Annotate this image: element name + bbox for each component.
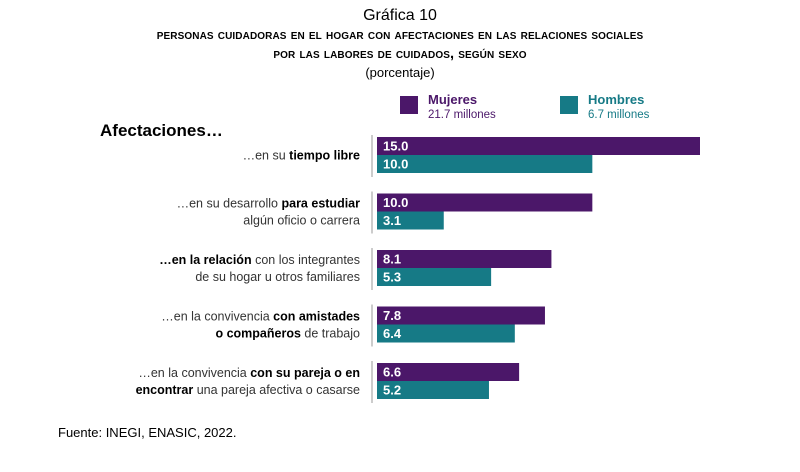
- category-label-run: …en su desarrollo: [177, 197, 282, 211]
- category-label-1-line-0: …en su desarrollo para estudiar: [177, 197, 361, 211]
- category-label-run: con los integrantes: [252, 253, 360, 267]
- data-label-women-1: 10.0: [383, 195, 408, 210]
- category-label-run: de trabajo: [301, 327, 360, 341]
- legend-label-women: Mujeres: [428, 92, 478, 107]
- category-label-4-line-0: …en la convivencia con su pareja o en: [138, 366, 360, 380]
- bar-women-2: [377, 250, 552, 268]
- category-label-1-line-1: algún oficio o carrera: [243, 214, 360, 228]
- category-label-run: una pareja afectiva o casarse: [193, 383, 360, 397]
- category-label-run: …en la relación: [159, 253, 251, 267]
- chart-kicker: Gráfica 10: [363, 7, 437, 24]
- category-label-run: con amistades: [273, 310, 360, 324]
- bar-men-1: [377, 211, 444, 230]
- data-label-women-4: 6.6: [383, 365, 401, 380]
- category-label-run: para estudiar: [281, 197, 360, 211]
- data-label-women-3: 7.8: [383, 308, 401, 323]
- bar-men-3: [377, 324, 515, 343]
- source-note: Fuente: INEGI, ENASIC, 2022.: [58, 425, 237, 440]
- legend-sub-women: 21.7 millones: [428, 109, 496, 121]
- bar-women-4: [377, 363, 520, 381]
- category-label-3-line-0: …en la convivencia con amistades: [161, 310, 360, 324]
- category-label-3-line-1: o compañeros de trabajo: [215, 327, 360, 341]
- category-label-run: tiempo libre: [289, 149, 360, 163]
- bar-men-4: [377, 381, 489, 399]
- chart-title-line-1: Personas cuidadoras en el hogar con afec…: [156, 27, 644, 43]
- bar-women-0: [377, 137, 700, 155]
- bar-men-2: [377, 268, 492, 286]
- legend-swatch-men: [560, 96, 578, 114]
- category-label-2-line-0: …en la relación con los integrantes: [159, 253, 360, 267]
- category-label-run: …en su: [243, 149, 290, 163]
- legend-sub-men: 6.7 millones: [588, 109, 650, 121]
- chart-subtitle: (porcentaje): [365, 65, 435, 80]
- data-label-men-4: 5.2: [383, 383, 401, 398]
- legend-item-women: Mujeres 21.7 millones: [400, 92, 496, 122]
- category-label-4-line-1: encontrar una pareja afectiva o casarse: [136, 383, 360, 397]
- section-title: Afectaciones…: [100, 121, 223, 140]
- data-label-men-3: 6.4: [383, 326, 402, 341]
- legend: Mujeres 21.7 millones Hombres 6.7 millon…: [0, 92, 800, 126]
- category-label-2-line-1: de su hogar u otros familiares: [195, 270, 360, 284]
- data-label-men-2: 5.3: [383, 270, 401, 285]
- bar-men-0: [377, 155, 593, 173]
- bar-women-3: [377, 306, 545, 325]
- chart-header: Gráfica 10 Personas cuidadoras en el hog…: [0, 6, 800, 81]
- legend-item-men: Hombres 6.7 millones: [560, 92, 649, 122]
- data-label-women-0: 15.0: [383, 139, 408, 154]
- bar-women-1: [377, 193, 593, 212]
- category-label-run: de su hogar u otros familiares: [195, 270, 360, 284]
- category-label-run: …en la convivencia: [138, 366, 250, 380]
- data-label-men-0: 10.0: [383, 157, 408, 172]
- category-label-run: con su pareja o en: [250, 366, 360, 380]
- data-label-men-1: 3.1: [383, 213, 401, 228]
- category-label-run: …en la convivencia: [161, 310, 273, 324]
- category-label-0-line-0: …en su tiempo libre: [243, 149, 360, 163]
- legend-swatch-women: [400, 96, 418, 114]
- legend-label-men: Hombres: [588, 92, 645, 107]
- data-label-women-2: 8.1: [383, 252, 401, 267]
- category-label-run: encontrar: [136, 383, 194, 397]
- category-label-run: o compañeros: [215, 327, 300, 341]
- category-label-run: algún oficio o carrera: [243, 214, 360, 228]
- chart-title-line-2: por las labores de cuidados, según sexo: [273, 46, 527, 62]
